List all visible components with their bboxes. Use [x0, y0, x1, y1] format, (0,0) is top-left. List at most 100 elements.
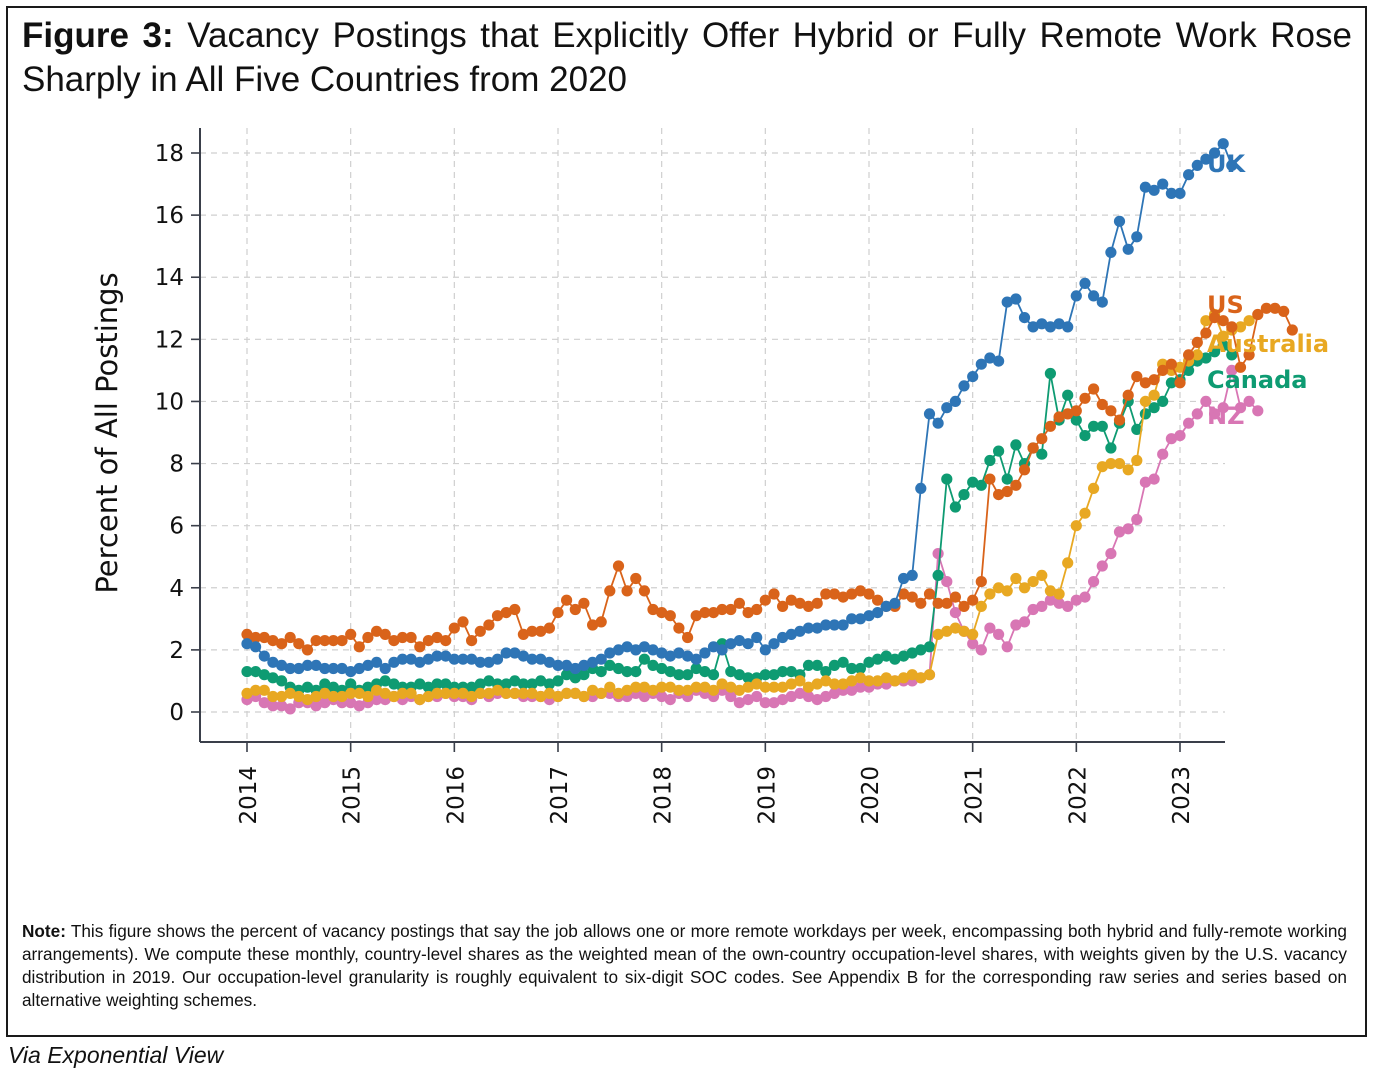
data-point-uk: [1062, 321, 1074, 333]
data-point-nz: [276, 700, 288, 712]
data-point-nz: [1234, 402, 1247, 414]
data-point-us: [1001, 485, 1013, 498]
data-point-canada: [872, 653, 884, 665]
data-point-australia: [258, 684, 270, 696]
data-point-us: [1191, 336, 1203, 348]
y-tick-label: 10: [155, 389, 184, 415]
data-point-canada: [949, 501, 962, 513]
y-axis-title: Percent of All Postings: [90, 272, 124, 593]
data-point-us: [431, 631, 443, 644]
data-point-uk: [759, 644, 771, 656]
data-point-us: [440, 635, 452, 647]
data-point-nz: [725, 690, 737, 703]
data-point-canada: [595, 666, 607, 678]
data-point-uk: [1044, 321, 1056, 333]
data-point-us: [1200, 327, 1212, 339]
data-point-uk: [699, 647, 711, 659]
data-point-nz: [1252, 405, 1264, 417]
data-point-uk: [1010, 293, 1022, 305]
x-tick-label: 2021: [962, 766, 988, 825]
data-point-canada: [690, 662, 702, 675]
data-point-uk: [941, 402, 953, 414]
data-point-australia: [932, 628, 944, 641]
data-point-us: [1157, 364, 1169, 376]
data-point-uk: [777, 631, 789, 644]
data-point-us: [466, 635, 478, 647]
data-point-canada: [707, 669, 720, 681]
data-point-nz: [664, 694, 676, 706]
data-point-canada: [621, 666, 633, 678]
data-point-canada: [1183, 364, 1195, 376]
data-point-us: [1122, 389, 1134, 401]
data-point-us: [604, 585, 616, 597]
data-point-australia: [707, 684, 720, 696]
data-point-australia: [1191, 349, 1203, 361]
data-point-us: [794, 597, 806, 609]
data-point-canada: [915, 644, 927, 656]
data-point-us: [1269, 302, 1281, 314]
data-point-nz: [733, 697, 746, 709]
data-point-australia: [587, 684, 599, 696]
data-point-us: [543, 622, 556, 634]
data-point-canada: [327, 681, 339, 693]
data-point-canada: [345, 678, 357, 690]
data-point-australia: [1122, 464, 1134, 476]
data-point-australia: [820, 675, 832, 687]
data-point-canada: [941, 473, 953, 485]
data-point-australia: [967, 628, 979, 641]
y-tick-label: 14: [155, 265, 184, 291]
data-point-uk: [863, 610, 875, 622]
x-tick-label: 2019: [754, 766, 780, 825]
data-point-nz: [1001, 641, 1013, 653]
data-point-uk: [846, 613, 858, 625]
legend-label-uk: UK: [1207, 150, 1246, 178]
data-point-uk: [638, 641, 651, 653]
data-point-us: [820, 588, 832, 600]
data-point-nz: [1070, 594, 1082, 606]
data-point-canada: [526, 678, 538, 690]
data-point-canada: [1001, 473, 1013, 485]
data-point-uk: [258, 650, 270, 662]
data-point-australia: [863, 675, 875, 687]
data-point-uk: [1105, 246, 1117, 258]
data-point-canada: [578, 669, 590, 681]
data-point-us: [1027, 442, 1039, 454]
data-point-australia: [682, 684, 694, 696]
data-point-uk: [1018, 312, 1031, 324]
data-point-us: [993, 489, 1005, 501]
data-point-canada: [777, 666, 789, 678]
data-point-australia: [310, 690, 322, 703]
data-point-uk: [612, 644, 625, 656]
data-point-canada: [517, 678, 530, 690]
data-point-uk: [396, 653, 409, 665]
data-point-us: [422, 635, 434, 647]
data-point-us: [699, 607, 711, 619]
data-point-us: [1139, 377, 1151, 389]
y-tick-label: 0: [169, 700, 184, 726]
data-point-us: [725, 603, 737, 616]
data-point-australia: [811, 678, 823, 690]
data-point-australia: [1217, 330, 1229, 342]
data-point-australia: [915, 672, 927, 684]
data-point-uk: [353, 662, 365, 675]
data-point-us: [621, 585, 633, 597]
data-point-us: [293, 638, 305, 650]
data-point-us: [414, 641, 426, 653]
data-point-australia: [941, 625, 953, 637]
data-point-uk: [561, 659, 573, 672]
data-point-uk: [569, 662, 581, 675]
data-point-uk: [949, 395, 962, 407]
data-point-canada: [569, 672, 581, 684]
note-label: Note:: [22, 921, 66, 941]
data-point-canada: [889, 653, 901, 665]
data-point-canada: [1062, 389, 1074, 401]
data-point-canada: [846, 662, 858, 675]
legend-label-us: US: [1207, 291, 1244, 319]
data-point-us: [1036, 433, 1048, 445]
data-point-nz: [777, 694, 789, 706]
data-point-us: [664, 610, 676, 622]
data-point-nz: [1217, 402, 1229, 414]
data-point-australia: [630, 681, 642, 693]
data-point-canada: [500, 678, 512, 690]
data-point-uk: [1191, 159, 1203, 171]
